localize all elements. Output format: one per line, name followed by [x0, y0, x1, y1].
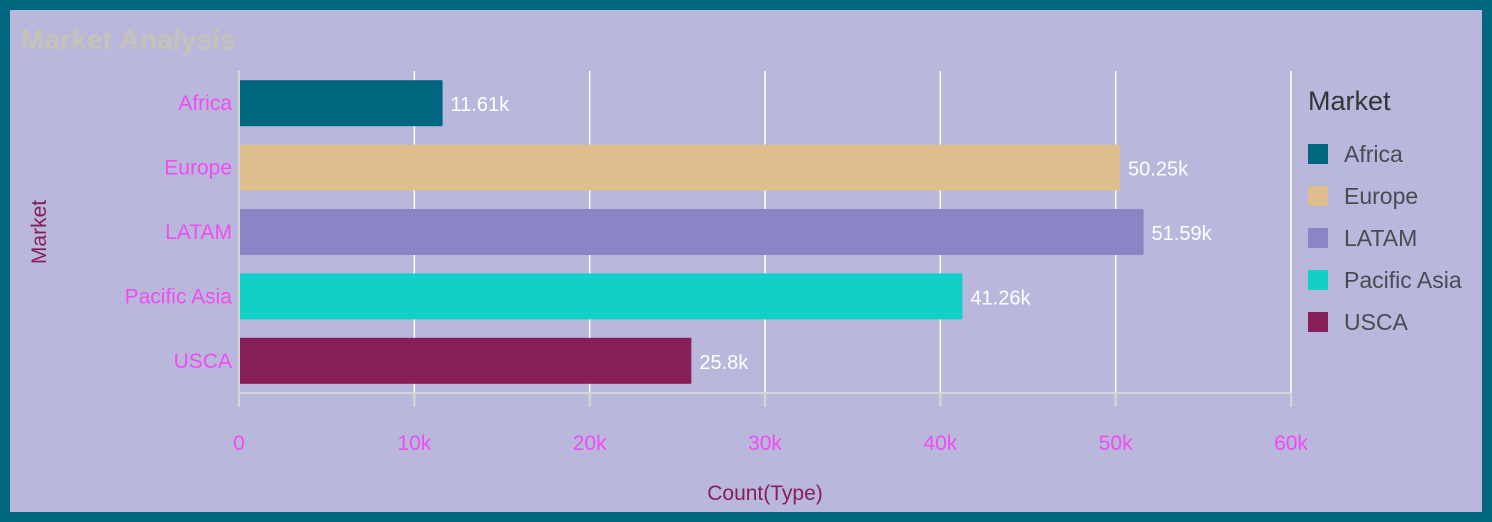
value-label-pacific-asia: 41.26k [970, 287, 1031, 309]
legend-label-africa: Africa [1344, 140, 1403, 167]
x-tick-label-0: 0 [233, 432, 245, 455]
bar-latam [239, 209, 1144, 255]
legend-label-usca: USCA [1344, 308, 1408, 335]
x-tick-label-6: 60k [1274, 432, 1308, 455]
legend-item-latam[interactable]: LATAM [1308, 217, 1484, 259]
x-axis-title: Count(Type) [707, 482, 823, 505]
y-axis-title: Market [28, 200, 51, 264]
y-tick-label-africa: Africa [178, 92, 232, 115]
legend-label-europe: Europe [1344, 182, 1419, 209]
value-label-usca: 25.8k [699, 352, 749, 374]
legend-swatch-africa [1308, 144, 1328, 164]
legend-label-latam: LATAM [1344, 224, 1418, 251]
legend-items: Africa Europe LATAM Pacific Asia USCA [1308, 133, 1484, 343]
x-tick-label-4: 40k [923, 432, 957, 455]
x-tick-label-3: 30k [748, 432, 782, 455]
legend-item-africa[interactable]: Africa [1308, 133, 1484, 175]
legend-swatch-latam [1308, 228, 1328, 248]
x-tick-label-1: 10k [397, 432, 431, 455]
value-label-latam: 51.59k [1152, 223, 1213, 245]
legend-label-pacific-asia: Pacific Asia [1344, 266, 1462, 293]
legend-swatch-pacific-asia [1308, 270, 1328, 290]
y-tick-label-europe: Europe [164, 157, 232, 180]
legend-item-usca[interactable]: USCA [1308, 301, 1484, 343]
legend-swatch-europe [1308, 186, 1328, 206]
legend-swatch-usca [1308, 312, 1328, 332]
bar-africa [239, 80, 443, 127]
legend-title: Market [1308, 86, 1391, 116]
y-tick-label-pacific-asia: Pacific Asia [125, 285, 233, 308]
value-label-europe: 50.25k [1128, 159, 1189, 181]
y-tick-label-latam: LATAM [165, 221, 232, 244]
value-label-africa: 11.61k [451, 94, 511, 116]
y-tick-label-usca: USCA [174, 350, 232, 373]
legend-item-europe[interactable]: Europe [1308, 175, 1484, 217]
bar-pacific-asia [239, 273, 963, 320]
x-tick-label-2: 20k [573, 432, 607, 455]
bar-usca [239, 337, 692, 384]
chart-title: Market Analysis [21, 24, 237, 55]
legend-item-pacific-asia[interactable]: Pacific Asia [1308, 259, 1484, 301]
legend: Market Africa Europe LATAM Pacific Asia USCA [1308, 86, 1484, 343]
bar-europe [239, 144, 1121, 191]
x-tick-label-5: 50k [1099, 432, 1133, 455]
